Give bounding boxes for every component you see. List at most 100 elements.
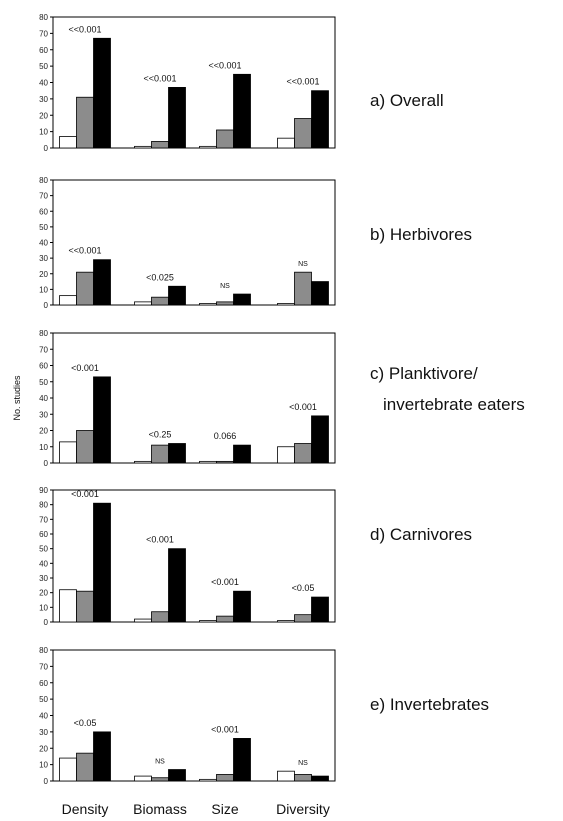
- bar-black-density: [93, 502, 111, 623]
- panel-c: 0 10 20 30 40 50 60 70 80 <0.001 <0.25 0.066 <0.001 c…: [39, 329, 525, 468]
- significance-label: <<0.001: [68, 246, 101, 256]
- category-label-size: Size: [211, 801, 238, 817]
- bar-gray-density: [76, 96, 94, 149]
- significance-label: <<0.001: [208, 60, 241, 70]
- bar-black-biomass: [168, 769, 186, 782]
- y-tick-label: 0: [44, 777, 49, 786]
- y-tick-label: 0: [44, 144, 49, 153]
- y-tick-label: 70: [39, 29, 48, 38]
- bar-white-size: [199, 620, 217, 623]
- bar-white-biomass: [134, 301, 152, 306]
- y-tick-label: 70: [39, 662, 48, 671]
- bar-black-biomass: [168, 548, 186, 623]
- significance-label: <0.001: [211, 577, 239, 587]
- y-tick-label: 50: [39, 223, 48, 232]
- significance-label: <<0.001: [68, 24, 101, 34]
- bar-gray-size: [216, 615, 234, 623]
- y-tick-label: 20: [39, 111, 48, 120]
- bar-white-size: [199, 303, 217, 306]
- bar-gray-diversity: [294, 271, 312, 306]
- y-tick-label: 30: [39, 410, 48, 419]
- y-axis-label: No. studies: [12, 375, 22, 421]
- bar-black-size: [233, 293, 251, 306]
- y-tick-label: 60: [39, 207, 48, 216]
- significance-label: <0.05: [292, 583, 315, 593]
- significance-label: <0.001: [71, 489, 99, 499]
- y-tick-label: 30: [39, 95, 48, 104]
- panel-title-line2: invertebrate eaters: [383, 395, 525, 414]
- bar-gray-biomass: [151, 296, 169, 306]
- bar-white-biomass: [134, 775, 152, 782]
- significance-label: <<0.001: [143, 73, 176, 83]
- bar-white-diversity: [277, 303, 295, 306]
- y-tick-label: 80: [39, 646, 48, 655]
- bar-gray-diversity: [294, 443, 312, 464]
- category-label-diversity: Diversity: [276, 801, 330, 817]
- significance-label: NS: [155, 759, 165, 766]
- y-tick-label: 80: [39, 329, 48, 338]
- y-tick-label: 50: [39, 62, 48, 71]
- bar-white-biomass: [134, 145, 152, 149]
- bar-white-size: [199, 460, 217, 464]
- y-tick-label: 40: [39, 712, 48, 721]
- y-tick-label: 60: [39, 362, 48, 371]
- bar-gray-biomass: [151, 444, 169, 464]
- bar-gray-density: [76, 590, 94, 623]
- significance-label: <0.25: [149, 430, 172, 440]
- bar-white-density: [59, 136, 77, 149]
- y-tick-label: 20: [39, 427, 48, 436]
- bar-black-diversity: [311, 775, 329, 782]
- y-tick-label: 30: [39, 254, 48, 263]
- y-tick-label: 30: [39, 574, 48, 583]
- bar-black-biomass: [168, 285, 186, 306]
- y-tick-label: 0: [44, 459, 49, 468]
- bar-white-biomass: [134, 460, 152, 464]
- bar-gray-size: [216, 301, 234, 306]
- y-tick-label: 10: [39, 443, 48, 452]
- y-tick-label: 10: [39, 128, 48, 137]
- significance-label: <0.05: [74, 718, 97, 728]
- y-tick-label: 40: [39, 79, 48, 88]
- panel-title: d) Carnivores: [370, 525, 472, 544]
- y-tick-label: 70: [39, 345, 48, 354]
- y-tick-label: 40: [39, 394, 48, 403]
- panel-a: 0 10 20 30 40 50 60 70 80 <<0.001 <<0.001 <<0.001 <<…: [39, 13, 444, 153]
- bar-black-size: [233, 738, 251, 782]
- bar-black-diversity: [311, 90, 329, 149]
- y-tick-label: 0: [44, 618, 49, 627]
- panel-e: 0 10 20 30 40 50 60 70 80 <0.05 NS <0.001 NS e) Inver…: [39, 646, 489, 786]
- y-tick-label: 80: [39, 176, 48, 185]
- bar-gray-diversity: [294, 118, 312, 149]
- y-tick-label: 40: [39, 239, 48, 248]
- significance-label: NS: [298, 760, 308, 767]
- significance-label: <<0.001: [286, 77, 319, 87]
- category-label-density: Density: [62, 801, 109, 817]
- panel-d: 0 10 20 30 40 50 60 70 80 90 <0.001 <0.001 <0.001 <0.…: [39, 486, 472, 627]
- bar-gray-density: [76, 271, 94, 306]
- bar-black-size: [233, 73, 251, 149]
- bar-black-diversity: [311, 415, 329, 464]
- bar-black-density: [93, 37, 111, 149]
- y-tick-label: 30: [39, 728, 48, 737]
- y-tick-label: 10: [39, 285, 48, 294]
- y-tick-label: 10: [39, 761, 48, 770]
- bar-white-diversity: [277, 446, 295, 464]
- bar-gray-size: [216, 774, 234, 782]
- significance-label: <0.001: [211, 724, 239, 734]
- bar-gray-biomass: [151, 141, 169, 149]
- bar-white-diversity: [277, 770, 295, 782]
- y-tick-label: 80: [39, 501, 48, 510]
- significance-label: <0.001: [289, 402, 317, 412]
- y-tick-label: 90: [39, 486, 48, 495]
- significance-label: NS: [298, 261, 308, 268]
- bar-black-density: [93, 731, 111, 782]
- plot-frame: [52, 489, 336, 623]
- y-tick-label: 20: [39, 744, 48, 753]
- panel-title: e) Invertebrates: [370, 695, 489, 714]
- bar-gray-biomass: [151, 611, 169, 623]
- bar-black-size: [233, 590, 251, 623]
- bar-gray-density: [76, 430, 94, 464]
- y-tick-label: 0: [44, 301, 49, 310]
- y-tick-label: 70: [39, 192, 48, 201]
